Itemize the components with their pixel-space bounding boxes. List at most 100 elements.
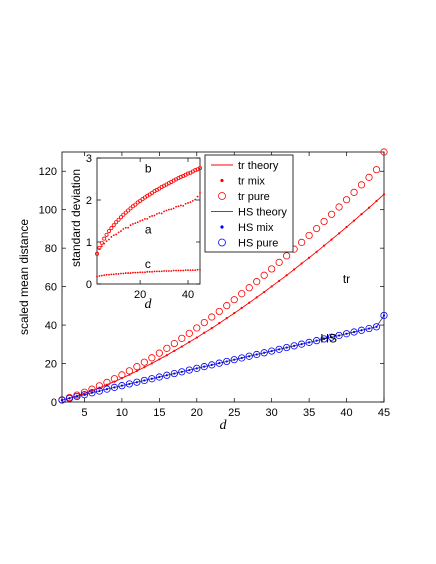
data-point	[178, 334, 186, 342]
legend-item-tr-mix: tr mix	[220, 176, 265, 188]
data-point	[380, 311, 388, 320]
data-point	[110, 375, 119, 383]
data-point	[313, 224, 321, 233]
data-point	[112, 273, 115, 276]
data-point	[124, 272, 127, 274]
data-point	[129, 272, 132, 274]
data-point	[245, 352, 253, 360]
data-point	[165, 270, 168, 272]
data-point	[105, 240, 108, 243]
data-point	[195, 336, 198, 339]
legend-label: HS mix	[238, 222, 274, 234]
data-point	[200, 318, 208, 327]
data-point	[170, 270, 173, 272]
data-point	[215, 307, 223, 316]
y-tick-label: 3	[86, 153, 92, 165]
data-point	[158, 212, 161, 214]
x-tick-label: 40	[182, 289, 194, 301]
data-point	[58, 396, 66, 404]
data-point	[128, 206, 133, 211]
data-point	[191, 199, 194, 202]
data-point	[165, 354, 168, 357]
x-tick-label: 45	[378, 407, 390, 419]
data-point	[150, 377, 153, 380]
data-point	[175, 269, 177, 272]
data-point	[135, 381, 138, 384]
legend-label: tr theory	[238, 160, 279, 172]
data-point	[98, 275, 101, 277]
data-point	[158, 358, 161, 361]
data-point	[298, 238, 306, 246]
data-point	[270, 349, 273, 353]
data-point	[106, 229, 111, 234]
data-point	[102, 236, 107, 241]
y-tick-label: 60	[45, 282, 57, 294]
data-point	[175, 205, 177, 208]
legend-swatch-circle	[218, 192, 226, 200]
legend-swatch-dot	[220, 225, 224, 229]
legend-label: tr mix	[238, 176, 265, 188]
data-point	[100, 274, 103, 277]
annotation-a: a	[145, 223, 152, 237]
data-point	[96, 251, 98, 254]
data-point	[185, 366, 193, 374]
data-point	[322, 244, 326, 247]
data-point	[360, 213, 363, 216]
data-point	[75, 395, 79, 398]
data-point	[173, 349, 176, 352]
data-point	[278, 348, 281, 351]
y-tick-label: 80	[45, 243, 57, 255]
data-point	[285, 274, 288, 277]
data-point	[129, 224, 132, 227]
data-point	[182, 204, 185, 207]
data-point	[225, 360, 228, 363]
main-plot-frame	[61, 151, 385, 403]
data-point	[153, 270, 156, 273]
data-point	[160, 270, 163, 273]
data-point	[117, 231, 120, 234]
series-hs-pure	[58, 311, 388, 404]
data-point	[263, 290, 266, 294]
annotation-c: c	[145, 257, 151, 271]
data-point	[120, 230, 122, 232]
data-point	[124, 226, 127, 229]
x-tick-label: 35	[303, 407, 315, 419]
legend-label: HS pure	[238, 238, 278, 250]
data-point	[283, 343, 291, 352]
series-hs-theory	[61, 315, 385, 401]
x-tick-label: 30	[266, 407, 278, 419]
data-point	[163, 344, 171, 352]
data-point	[146, 270, 149, 273]
legend-item-tr-pure: tr pure	[218, 191, 270, 203]
data-point	[335, 331, 343, 340]
data-point	[177, 269, 180, 272]
inset-y-axis-label: standard deviation	[69, 169, 83, 267]
data-point	[73, 392, 81, 401]
data-point	[199, 191, 201, 194]
main-x-axis: 5 10 15 20 25 30 35 40 45	[81, 152, 390, 419]
series-c	[96, 268, 201, 278]
data-point	[117, 273, 120, 275]
data-point	[141, 271, 144, 274]
data-point	[163, 371, 171, 379]
data-point	[173, 372, 176, 375]
data-point	[80, 391, 89, 399]
data-point	[308, 256, 311, 259]
data-point	[260, 349, 268, 357]
data-point	[208, 313, 216, 321]
data-point	[123, 210, 128, 215]
data-point	[68, 397, 71, 400]
data-point	[182, 269, 185, 272]
data-point	[218, 362, 221, 365]
data-point	[187, 269, 189, 272]
data-point	[153, 214, 156, 217]
data-point	[357, 181, 366, 189]
legend: tr theory tr mix tr pure HS theory HS mix HS …	[204, 154, 294, 253]
data-point	[136, 271, 139, 274]
data-point	[275, 345, 283, 353]
data-point	[337, 232, 341, 235]
data-point	[127, 272, 130, 274]
data-point	[163, 210, 165, 213]
data-point	[230, 356, 238, 364]
